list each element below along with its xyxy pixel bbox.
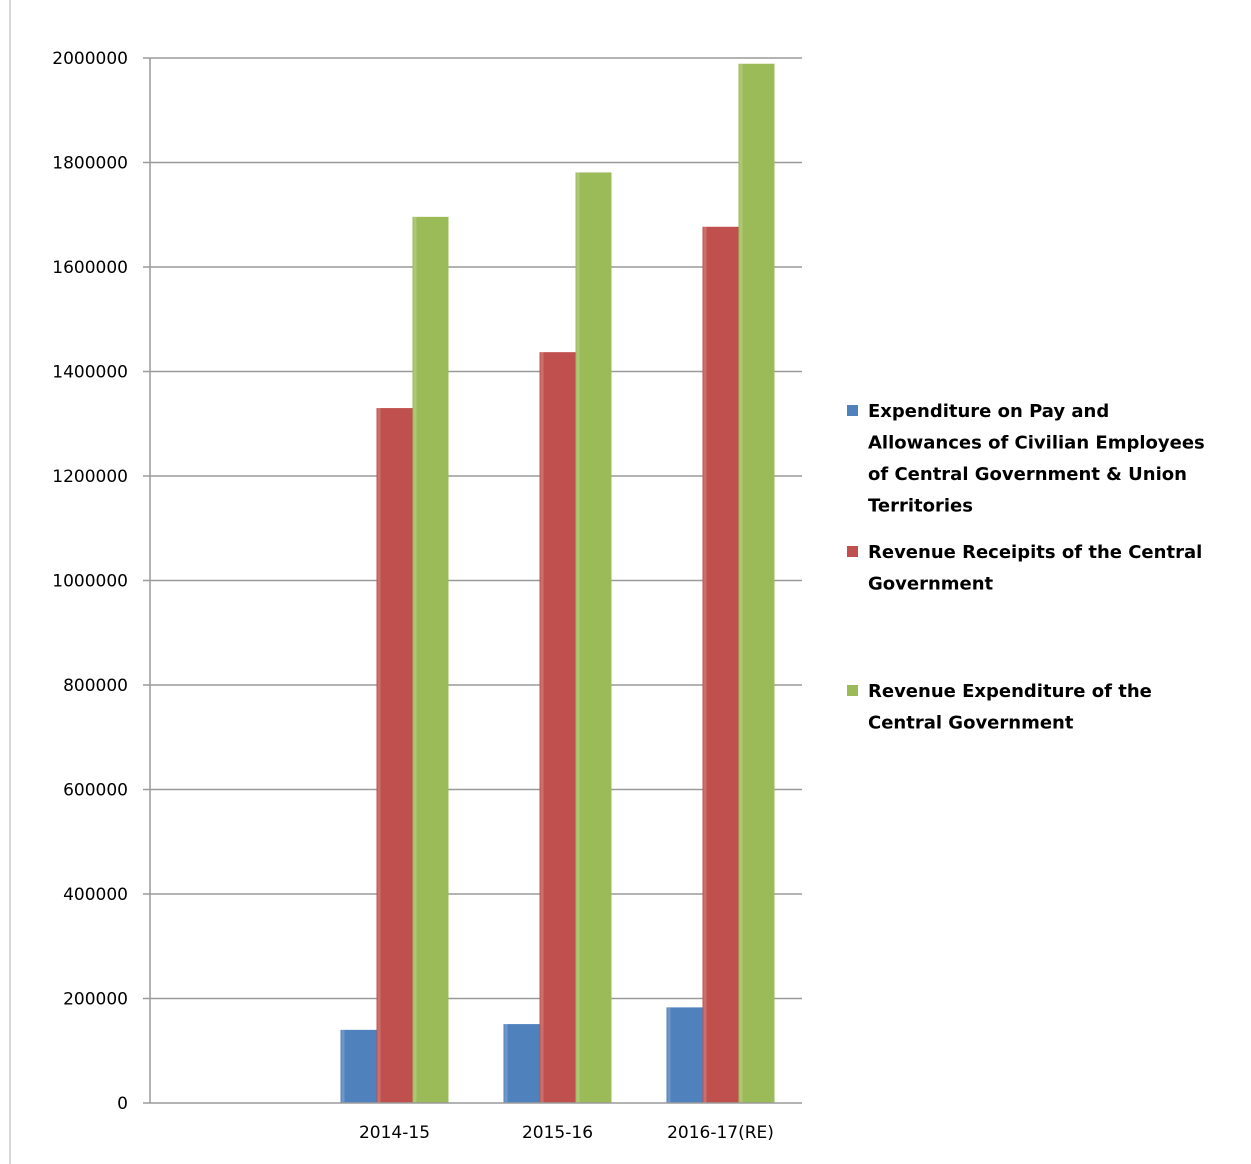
bar <box>738 63 775 1103</box>
y-tick-label: 600000 <box>63 781 128 801</box>
legend: Expenditure on Pay and Allowances of Civi… <box>847 401 1205 734</box>
x-tick-label: 2016-17(RE) <box>667 1123 774 1143</box>
bar-highlight <box>703 226 707 1103</box>
gridlines <box>143 57 802 1104</box>
y-tick-label: 2000000 <box>52 49 128 69</box>
bar-highlight <box>504 1024 508 1103</box>
bar <box>340 1029 377 1103</box>
legend-label: Territories <box>868 496 973 517</box>
bar <box>539 352 576 1104</box>
bar <box>702 226 739 1103</box>
y-tick-label: 1800000 <box>52 154 128 174</box>
bar-highlight <box>341 1029 345 1103</box>
bar-highlight <box>540 352 544 1104</box>
legend-swatch <box>847 685 858 696</box>
y-tick-label: 200000 <box>63 990 128 1010</box>
y-tick-label: 1400000 <box>52 363 128 383</box>
bar <box>575 172 612 1104</box>
bar <box>412 216 449 1104</box>
bar <box>503 1024 540 1103</box>
bar-highlight <box>413 216 417 1104</box>
x-tick-label: 2014-15 <box>359 1123 430 1143</box>
y-tick-label: 1600000 <box>52 258 128 278</box>
bar <box>376 408 413 1103</box>
legend-label: Central Government <box>868 713 1074 734</box>
legend-swatch <box>847 405 858 416</box>
y-tick-label: 400000 <box>63 885 128 905</box>
y-tick-label: 1000000 <box>52 572 128 592</box>
bar-highlight <box>739 63 743 1103</box>
y-tick-label: 1200000 <box>52 467 128 487</box>
legend-swatch <box>847 546 858 557</box>
bar <box>666 1007 703 1103</box>
legend-label: Revenue Expenditure of the <box>868 681 1152 702</box>
bar-highlight <box>576 172 580 1104</box>
bar-highlight <box>377 408 381 1103</box>
bar-highlight <box>667 1007 671 1103</box>
legend-label: Allowances of Civilian Employees <box>868 433 1205 454</box>
y-tick-label: 0 <box>117 1094 128 1114</box>
legend-label: of Central Government & Union <box>868 464 1187 485</box>
x-tick-label: 2015-16 <box>522 1123 593 1143</box>
legend-label: Government <box>868 574 994 595</box>
axes <box>149 58 802 1104</box>
y-tick-label: 800000 <box>63 676 128 696</box>
bars <box>340 63 775 1104</box>
y-axis-ticks: 0 200000 400000 600000 800000 1000000 1200000 1… <box>52 49 128 1114</box>
legend-label: Expenditure on Pay and <box>868 401 1109 422</box>
x-axis-ticks: 2014-15 2015-16 2016-17(RE) <box>359 1123 774 1143</box>
legend-label: Revenue Receipits of the Central <box>868 542 1202 563</box>
